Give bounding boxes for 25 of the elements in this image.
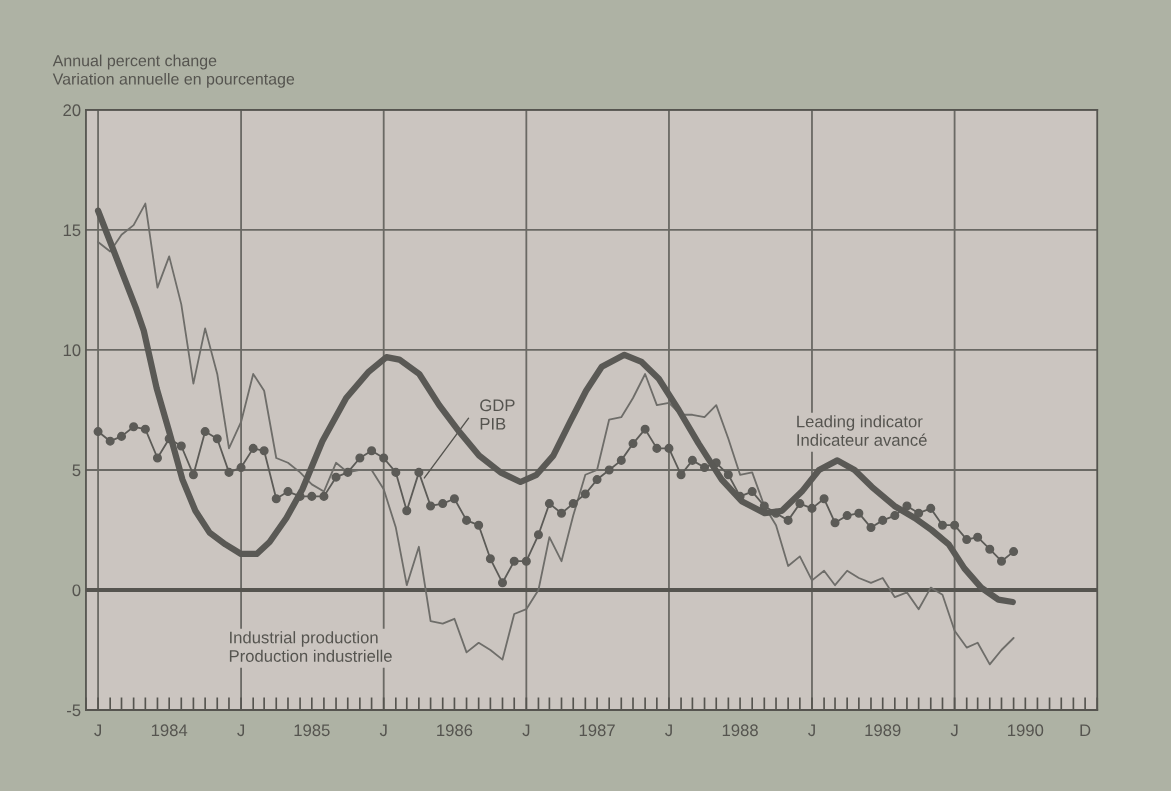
x-tick-label: J xyxy=(808,724,815,737)
y-tick-label: 15 xyxy=(63,224,81,237)
x-tick-label: 1990 xyxy=(1008,724,1044,737)
text: Industrial production Production industrielle xyxy=(229,631,392,662)
series-label: Leading indicator Indicateur avancé xyxy=(797,415,927,446)
x-tick-label: 1984 xyxy=(151,724,188,737)
x-tick-label: 1985 xyxy=(294,724,330,737)
y-tick-label: -5 xyxy=(67,704,81,717)
x-tick-label: J xyxy=(950,724,958,737)
y-axis-title: Annual percent change Variation annuelle en pourcentage xyxy=(52,54,295,88)
x-tick-label: J xyxy=(94,724,101,737)
x-tick-label: 1988 xyxy=(722,724,758,737)
y-tick-label: 0 xyxy=(72,584,81,597)
y-tick-label: 5 xyxy=(72,464,81,477)
x-tick-label: J xyxy=(522,724,530,737)
x-tick-label: D xyxy=(1080,724,1091,736)
x-tick-label: J xyxy=(379,724,387,737)
y-tick-label: 10 xyxy=(63,344,81,357)
x-tick-label: 1987 xyxy=(579,724,615,737)
x-tick-label: J xyxy=(665,724,672,737)
x-tick-label: 1986 xyxy=(437,724,473,737)
text: GDP PIB xyxy=(480,399,515,430)
x-tick-label: 1989 xyxy=(865,724,901,737)
x-tick-label: J xyxy=(237,724,245,737)
y-tick-label: 20 xyxy=(63,104,81,117)
